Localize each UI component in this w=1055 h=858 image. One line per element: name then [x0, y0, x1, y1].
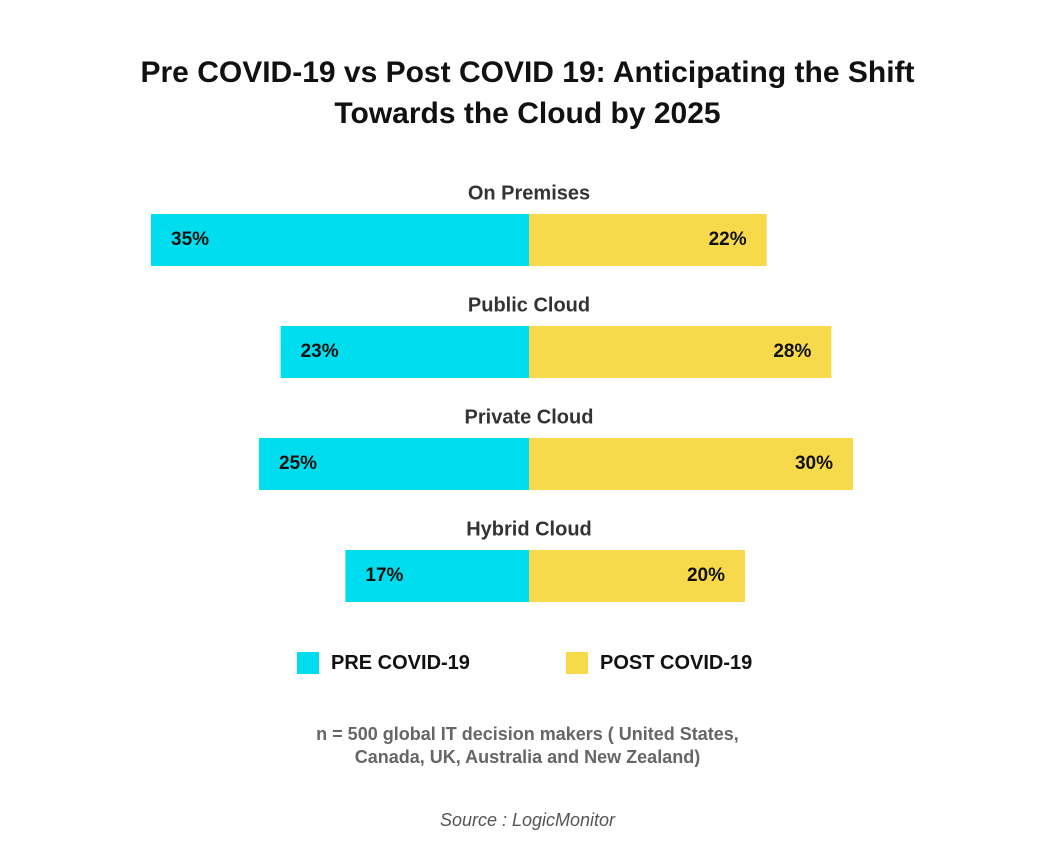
category-label-public-cloud: Public Cloud — [468, 294, 590, 316]
chart-title: Pre COVID-19 vs Post COVID 19: Anticipat… — [0, 52, 1055, 134]
bar-label-post-on-premises: 22% — [709, 229, 747, 250]
bar-label-pre-hybrid-cloud: 17% — [365, 565, 403, 586]
category-label-on-premises: On Premises — [468, 182, 590, 204]
chart-legend: PRE COVID-19 POST COVID-19 — [0, 651, 1055, 675]
bar-label-pre-public-cloud: 23% — [301, 341, 339, 362]
bar-post-hybrid-cloud — [529, 550, 745, 602]
bar-label-post-private-cloud: 30% — [795, 453, 833, 474]
bar-pre-public-cloud — [280, 326, 529, 378]
bar-post-on-premises — [529, 214, 767, 266]
sample-note-line-2: Canada, UK, Australia and New Zealand) — [354, 747, 701, 767]
chart-title-line-1: Pre COVID-19 vs Post COVID 19: Anticipat… — [140, 56, 915, 89]
legend-swatch-pre — [297, 652, 319, 674]
bar-label-post-hybrid-cloud: 20% — [687, 565, 725, 586]
legend-label-pre: PRE COVID-19 — [331, 651, 470, 674]
bar-post-private-cloud — [529, 438, 853, 490]
sample-note-line-1: n = 500 global IT decision makers ( Unit… — [316, 724, 739, 744]
legend-label-post: POST COVID-19 — [600, 651, 753, 674]
diverging-bar-chart: On Premises 35% 22% Public Cloud 23% 28% Priva… — [151, 182, 853, 602]
bar-label-post-public-cloud: 28% — [773, 341, 811, 362]
category-label-hybrid-cloud: Hybrid Cloud — [466, 518, 592, 540]
sample-note: n = 500 global IT decision makers ( Unit… — [0, 723, 1055, 769]
bar-post-public-cloud — [529, 326, 832, 378]
bar-pre-hybrid-cloud — [345, 550, 529, 602]
legend-item-pre: PRE COVID-19 — [297, 651, 470, 675]
chart-title-line-2: Towards the Cloud by 2025 — [334, 97, 721, 130]
category-label-private-cloud: Private Cloud — [465, 406, 594, 428]
legend-swatch-post — [566, 652, 588, 674]
bar-label-pre-private-cloud: 25% — [279, 453, 317, 474]
source-credit: Source : LogicMonitor — [439, 810, 616, 830]
bar-pre-on-premises — [151, 214, 529, 266]
bar-pre-private-cloud — [259, 438, 529, 490]
legend-item-post: POST COVID-19 — [566, 651, 752, 675]
bar-label-pre-on-premises: 35% — [171, 229, 209, 250]
